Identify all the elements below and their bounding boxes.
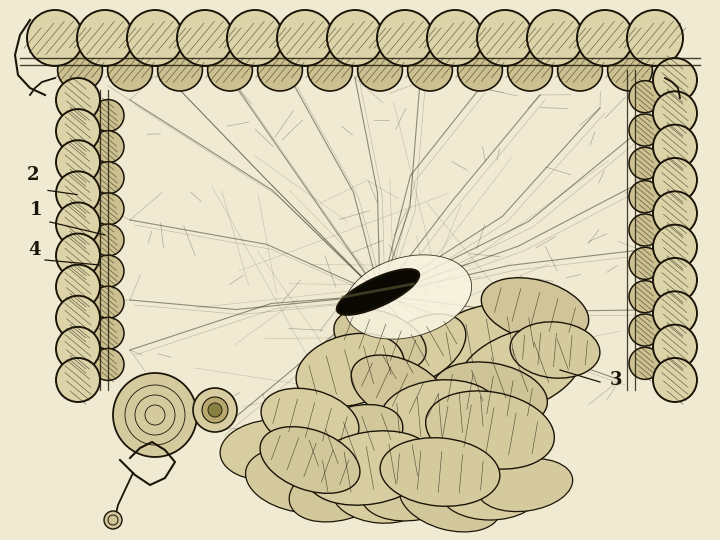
Ellipse shape: [629, 114, 661, 146]
Ellipse shape: [608, 49, 652, 91]
Ellipse shape: [374, 314, 466, 386]
Ellipse shape: [380, 438, 500, 507]
Ellipse shape: [306, 431, 434, 505]
Ellipse shape: [58, 49, 102, 91]
Ellipse shape: [527, 10, 583, 66]
Ellipse shape: [477, 458, 572, 511]
Ellipse shape: [358, 49, 402, 91]
Circle shape: [202, 397, 228, 423]
Ellipse shape: [246, 447, 354, 513]
Ellipse shape: [361, 455, 469, 521]
Ellipse shape: [56, 202, 100, 246]
Ellipse shape: [351, 355, 449, 425]
Ellipse shape: [427, 10, 483, 66]
Ellipse shape: [426, 391, 554, 469]
Ellipse shape: [56, 327, 100, 371]
Text: 1: 1: [30, 201, 42, 219]
Ellipse shape: [577, 10, 633, 66]
Text: 4: 4: [28, 241, 40, 259]
Ellipse shape: [653, 358, 697, 402]
Ellipse shape: [334, 309, 426, 371]
Ellipse shape: [92, 193, 124, 225]
Ellipse shape: [296, 333, 404, 407]
Ellipse shape: [56, 78, 100, 122]
Ellipse shape: [399, 468, 501, 532]
Ellipse shape: [629, 314, 661, 346]
Ellipse shape: [327, 10, 383, 66]
Ellipse shape: [56, 109, 100, 153]
Text: 2: 2: [27, 166, 40, 184]
Ellipse shape: [289, 458, 391, 522]
Ellipse shape: [629, 347, 661, 379]
Ellipse shape: [307, 49, 352, 91]
Ellipse shape: [92, 348, 124, 381]
Ellipse shape: [56, 358, 100, 402]
Circle shape: [113, 373, 197, 457]
Ellipse shape: [431, 304, 549, 376]
Ellipse shape: [380, 380, 500, 450]
Ellipse shape: [92, 286, 124, 318]
Ellipse shape: [457, 328, 582, 412]
Circle shape: [193, 388, 237, 432]
Ellipse shape: [629, 247, 661, 279]
Ellipse shape: [158, 49, 202, 91]
Ellipse shape: [653, 225, 697, 269]
Ellipse shape: [127, 10, 183, 66]
Ellipse shape: [377, 10, 433, 66]
Ellipse shape: [510, 322, 600, 378]
Circle shape: [104, 511, 122, 529]
Ellipse shape: [92, 99, 124, 132]
Ellipse shape: [261, 388, 359, 452]
Ellipse shape: [653, 292, 697, 335]
Ellipse shape: [629, 181, 661, 213]
Ellipse shape: [653, 158, 697, 202]
Ellipse shape: [653, 258, 697, 302]
Ellipse shape: [481, 278, 589, 342]
Ellipse shape: [207, 49, 253, 91]
Ellipse shape: [433, 362, 547, 428]
Ellipse shape: [277, 10, 333, 66]
Ellipse shape: [260, 427, 360, 494]
Ellipse shape: [27, 10, 83, 66]
Ellipse shape: [56, 140, 100, 184]
Ellipse shape: [653, 91, 697, 136]
Ellipse shape: [258, 49, 302, 91]
Ellipse shape: [653, 58, 697, 102]
Ellipse shape: [557, 49, 603, 91]
Ellipse shape: [77, 10, 133, 66]
Text: 3: 3: [610, 371, 623, 389]
Ellipse shape: [92, 162, 124, 194]
Ellipse shape: [56, 296, 100, 340]
Ellipse shape: [477, 10, 533, 66]
Ellipse shape: [629, 147, 661, 179]
Ellipse shape: [440, 464, 540, 520]
Ellipse shape: [629, 281, 661, 313]
Ellipse shape: [92, 255, 124, 287]
Ellipse shape: [653, 191, 697, 235]
Ellipse shape: [227, 10, 283, 66]
Ellipse shape: [508, 49, 552, 91]
Ellipse shape: [56, 234, 100, 278]
Ellipse shape: [56, 171, 100, 215]
Ellipse shape: [92, 131, 124, 163]
Ellipse shape: [56, 265, 100, 309]
Ellipse shape: [177, 10, 233, 66]
Ellipse shape: [297, 404, 402, 475]
Ellipse shape: [653, 125, 697, 168]
Ellipse shape: [220, 420, 320, 480]
Ellipse shape: [653, 325, 697, 369]
Circle shape: [208, 403, 222, 417]
Ellipse shape: [337, 269, 419, 315]
Ellipse shape: [408, 49, 452, 91]
Ellipse shape: [92, 224, 124, 256]
Ellipse shape: [332, 467, 428, 523]
Ellipse shape: [629, 80, 661, 113]
Ellipse shape: [107, 49, 153, 91]
Ellipse shape: [627, 10, 683, 66]
Ellipse shape: [629, 214, 661, 246]
Ellipse shape: [92, 318, 124, 349]
Ellipse shape: [458, 49, 503, 91]
Ellipse shape: [344, 255, 472, 339]
